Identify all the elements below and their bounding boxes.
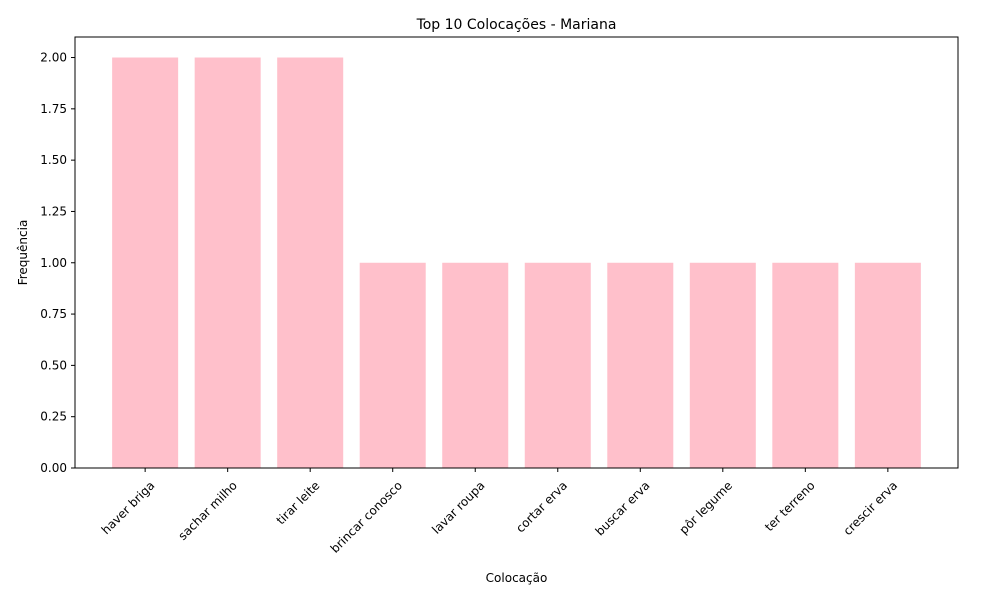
bar-6 [607, 262, 674, 468]
bar-2 [277, 57, 344, 469]
bars-group [112, 57, 921, 469]
y-tick-label-5: 1.25 [40, 204, 67, 218]
plot-frame [74, 36, 959, 469]
bar-7 [689, 262, 756, 468]
y-axis-ticks: 0.00 0.25 0.50 0.75 1.00 1.25 1.50 1.75 2.00 [40, 51, 75, 475]
y-tick-label-0: 0.00 [40, 461, 67, 475]
bar-3 [359, 262, 426, 468]
bar-0 [112, 57, 179, 469]
y-tick-label-1: 0.25 [40, 410, 67, 424]
y-axis-label: Frequência [16, 220, 30, 286]
x-axis-label: Colocação [486, 571, 548, 585]
bar-9 [854, 262, 921, 468]
bar-4 [442, 262, 509, 468]
chart-title: Top 10 Colocações - Mariana [416, 17, 617, 33]
bar-8 [772, 262, 839, 468]
y-tick-label-6: 1.50 [40, 153, 67, 167]
y-tick-label-8: 2.00 [40, 51, 67, 65]
y-tick-label-3: 0.75 [40, 307, 67, 321]
y-tick-label-2: 0.50 [40, 358, 67, 372]
y-tick-label-4: 1.00 [40, 256, 67, 270]
bar-1 [194, 57, 261, 469]
y-tick-label-7: 1.75 [40, 102, 67, 116]
bar-5 [524, 262, 591, 468]
